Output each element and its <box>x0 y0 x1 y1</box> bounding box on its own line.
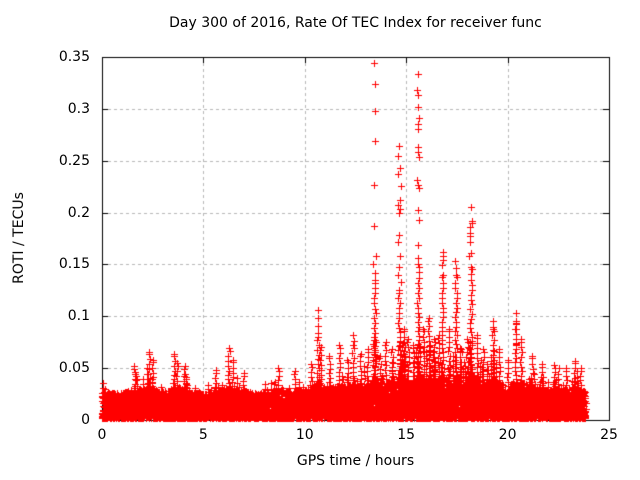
y-tick-label: 0.3 <box>67 100 90 117</box>
x-tick-label: 10 <box>295 427 314 443</box>
y-tick-label: 0.25 <box>58 152 90 169</box>
x-tick-label: 15 <box>397 427 416 443</box>
y-tick-label: 0.05 <box>58 360 90 377</box>
y-tick-label: 0.1 <box>67 308 90 325</box>
x-tick-label: 5 <box>198 427 208 443</box>
y-tick-label: 0.2 <box>67 204 90 221</box>
x-tick-label: 0 <box>97 427 107 443</box>
y-tick-label: 0.35 <box>58 49 90 65</box>
chart-title: Day 300 of 2016, Rate Of TEC Index for r… <box>169 15 542 31</box>
y-tick-label: 0 <box>81 412 90 428</box>
x-tick-label: 20 <box>498 427 517 443</box>
x-axis-label: GPS time / hours <box>296 453 415 469</box>
y-tick-label: 0.15 <box>58 256 90 273</box>
x-tick-label: 25 <box>600 427 618 443</box>
